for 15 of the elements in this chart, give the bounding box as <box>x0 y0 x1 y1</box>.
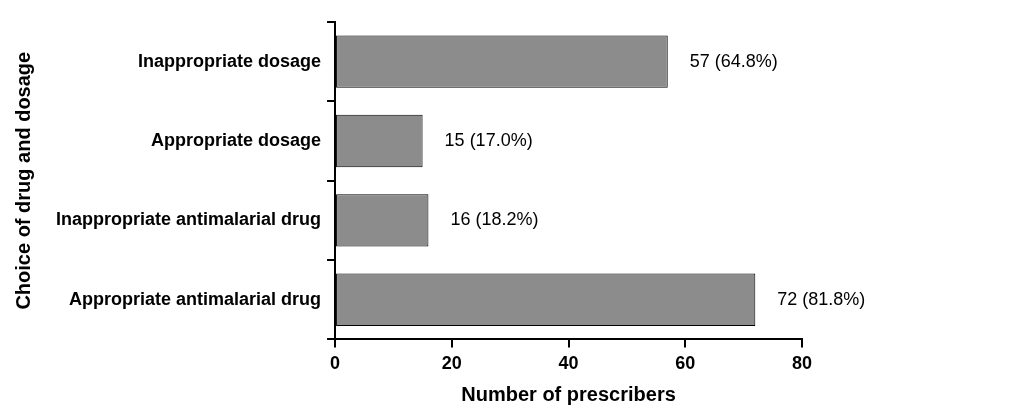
data-label: 57 (64.8%) <box>689 50 778 71</box>
x-tick-label: 80 <box>791 353 813 374</box>
y-tick-label: Appropriate antimalarial drug <box>69 288 322 309</box>
data-label: 15 (17.0%) <box>444 129 533 150</box>
y-axis-title: Choice of drug and dosage <box>11 51 34 310</box>
data-label: 72 (81.8%) <box>777 288 866 309</box>
y-tick-label: Appropriate dosage <box>151 129 322 150</box>
y-tick-label: Inappropriate dosage <box>138 50 322 71</box>
x-tick-label: 20 <box>441 353 462 374</box>
x-tick-label: 0 <box>330 353 341 374</box>
x-axis-title: Number of prescribers <box>461 382 676 405</box>
data-label: 16 (18.2%) <box>450 209 539 230</box>
x-tick-label: 40 <box>558 353 579 374</box>
y-tick-label: Inappropriate antimalarial drug <box>55 209 322 230</box>
x-tick-label: 60 <box>675 353 696 374</box>
